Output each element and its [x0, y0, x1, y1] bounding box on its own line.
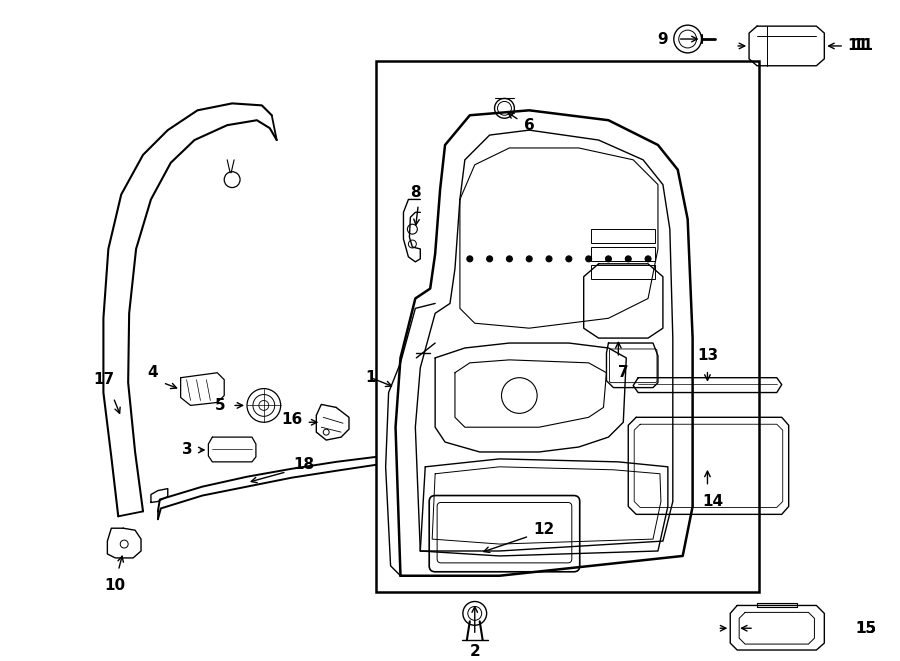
Text: 12: 12 [534, 522, 554, 537]
Circle shape [546, 256, 552, 262]
Text: 15: 15 [855, 621, 877, 636]
Bar [590, 265, 655, 279]
Circle shape [606, 256, 611, 262]
Text: 11: 11 [852, 38, 873, 54]
Circle shape [507, 256, 512, 262]
Text: 2: 2 [470, 644, 480, 658]
Bar [375, 61, 759, 592]
Circle shape [467, 256, 472, 262]
Text: 15: 15 [855, 621, 877, 636]
Text: 18: 18 [292, 457, 314, 473]
Text: 8: 8 [410, 185, 420, 200]
Bar [590, 247, 655, 261]
Text: 17: 17 [93, 372, 114, 387]
Text: 11: 11 [848, 38, 868, 54]
Text: 13: 13 [697, 348, 718, 364]
Text: 10: 10 [104, 578, 126, 593]
Text: 6: 6 [524, 118, 535, 133]
Circle shape [645, 256, 651, 262]
Text: 1: 1 [365, 370, 376, 385]
Text: 5: 5 [215, 398, 226, 413]
Text: 3: 3 [183, 442, 193, 457]
Text: 4: 4 [148, 366, 158, 380]
Text: 9: 9 [658, 32, 668, 46]
Text: 14: 14 [702, 494, 723, 509]
Text: 16: 16 [281, 412, 302, 427]
Circle shape [526, 256, 532, 262]
Circle shape [487, 256, 492, 262]
Circle shape [566, 256, 572, 262]
Circle shape [586, 256, 591, 262]
Bar [590, 229, 655, 243]
Circle shape [626, 256, 631, 262]
Text: 7: 7 [618, 366, 628, 380]
